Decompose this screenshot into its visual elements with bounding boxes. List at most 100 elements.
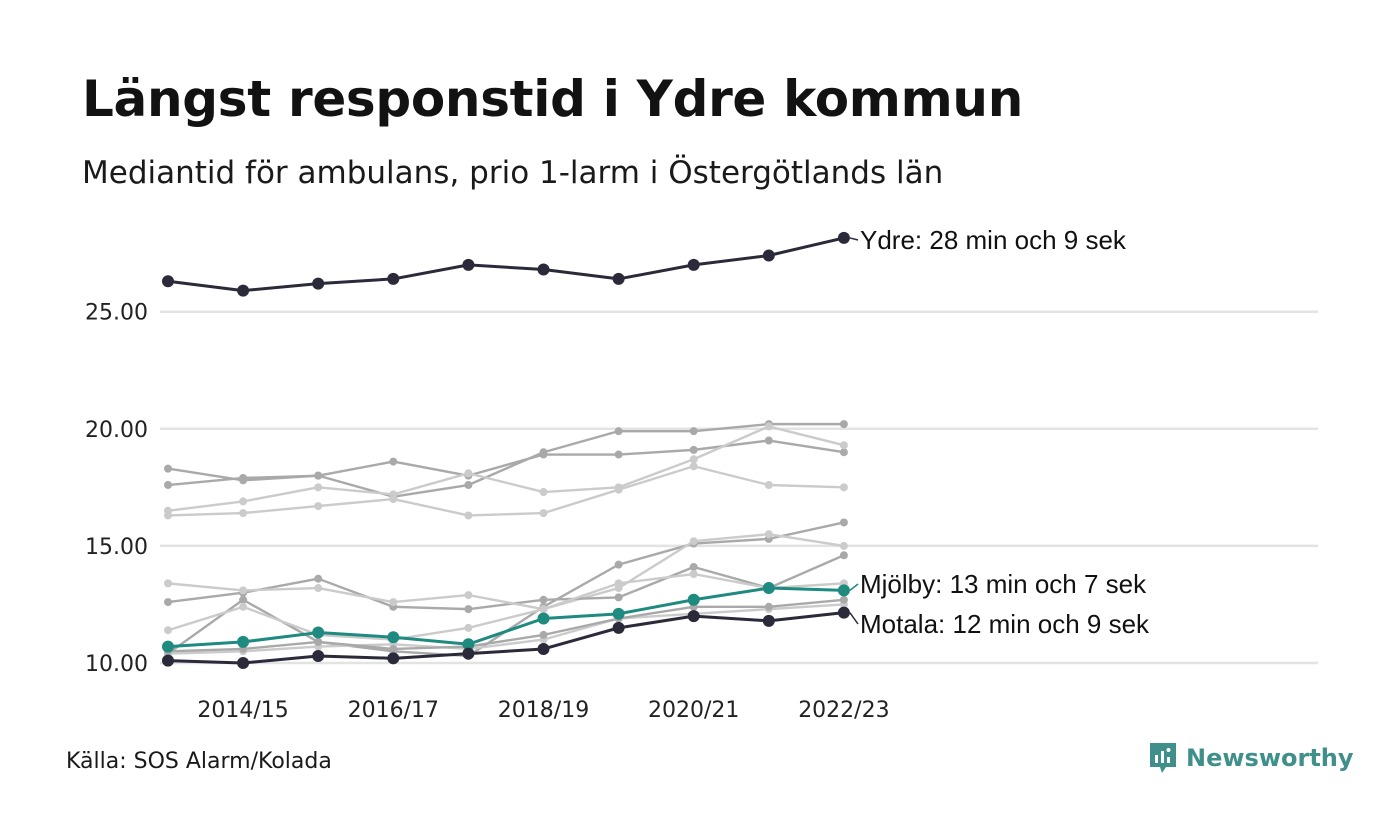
data-point (762, 249, 775, 262)
data-point (687, 593, 700, 606)
series-line (167, 465, 844, 517)
x-tick-label: 2022/23 (798, 698, 889, 723)
data-point (314, 471, 323, 480)
data-point (314, 637, 323, 646)
data-point (464, 605, 473, 614)
data-point (164, 464, 172, 473)
data-point (839, 483, 848, 492)
data-point (839, 551, 848, 560)
highlight-series (162, 231, 850, 669)
data-point (839, 595, 848, 604)
data-point (164, 511, 172, 520)
data-point (164, 579, 172, 588)
newsworthy-logo-icon (1150, 743, 1176, 773)
x-tick-label: 2020/21 (648, 698, 739, 723)
data-point (239, 473, 248, 482)
end-labels: Ydre: 28 min och 9 sek Mjölby: 13 min och… (849, 225, 1150, 639)
data-point (764, 530, 773, 539)
x-tick-label: 2014/15 (197, 698, 288, 723)
data-point (237, 635, 250, 648)
y-tick-label: 10.00 (85, 652, 148, 677)
series-line (167, 586, 844, 649)
data-point (612, 272, 625, 285)
data-point (537, 612, 550, 625)
data-point (612, 607, 625, 620)
x-tick-label: 2018/19 (498, 698, 589, 723)
y-axis: 10.00 15.00 20.00 25.00 (85, 301, 148, 677)
series-ydre (162, 231, 850, 297)
data-point (764, 436, 773, 445)
series-line (167, 572, 844, 611)
line-chart: 10.00 15.00 20.00 25.00 2014/15 2016/17 2018/… (85, 225, 1318, 723)
series-line (167, 603, 844, 655)
data-point (389, 644, 398, 653)
data-point (162, 654, 174, 667)
end-label-motala: Motala: 12 min och 9 sek (860, 609, 1150, 639)
data-point (387, 652, 400, 665)
series-line (167, 439, 845, 487)
brand-name: Newsworthy (1186, 744, 1354, 772)
series-context-6 (164, 462, 848, 520)
series-motala (162, 606, 850, 669)
data-point (464, 623, 473, 632)
y-tick-label: 25.00 (85, 301, 148, 326)
data-point (464, 511, 473, 520)
data-point (839, 448, 848, 457)
brand: Newsworthy (1148, 741, 1354, 775)
series-line (167, 554, 845, 611)
label-connector (849, 583, 859, 591)
series-mjölby (162, 582, 850, 653)
x-axis: 2014/15 2016/17 2018/19 2020/21 2022/23 (197, 698, 889, 723)
data-point (539, 605, 548, 614)
data-point (314, 574, 323, 583)
data-point (389, 495, 398, 504)
data-point (612, 621, 625, 634)
data-point (164, 481, 172, 490)
series-line (167, 422, 844, 498)
data-point (537, 263, 550, 276)
series-context-9 (164, 551, 848, 614)
data-point (614, 485, 623, 494)
data-point (239, 586, 248, 595)
data-point (389, 457, 398, 466)
data-point (689, 427, 698, 436)
series-line (167, 598, 845, 653)
data-point (539, 488, 548, 497)
data-point (762, 614, 775, 627)
data-point (762, 582, 775, 595)
data-point (239, 602, 248, 611)
series-line (167, 425, 845, 512)
data-point (387, 631, 400, 644)
data-point (689, 462, 698, 471)
data-point (314, 502, 323, 511)
data-point (689, 445, 698, 454)
data-point (689, 570, 698, 579)
data-point (539, 450, 548, 459)
data-point (464, 469, 473, 478)
data-point (314, 483, 323, 492)
data-point (614, 427, 623, 436)
y-tick-label: 15.00 (85, 535, 148, 560)
data-point (239, 497, 248, 506)
data-point (839, 541, 848, 550)
data-point (839, 518, 848, 527)
data-point (162, 640, 174, 653)
series-line (167, 532, 845, 641)
data-point (312, 649, 325, 662)
data-point (687, 258, 700, 271)
data-point (689, 455, 698, 464)
data-point (687, 610, 700, 623)
data-point (614, 560, 623, 569)
data-point (389, 598, 398, 607)
end-label-mjölby: Mjölby: 13 min och 7 sek (860, 569, 1147, 599)
data-point (239, 509, 248, 518)
data-point (462, 647, 475, 660)
series-line (167, 611, 845, 665)
data-point (764, 602, 773, 611)
data-point (837, 606, 850, 619)
data-point (312, 626, 325, 639)
context-series (164, 420, 848, 660)
x-tick-label: 2016/17 (348, 698, 439, 723)
series-context-5 (164, 422, 848, 515)
data-point (162, 275, 174, 288)
